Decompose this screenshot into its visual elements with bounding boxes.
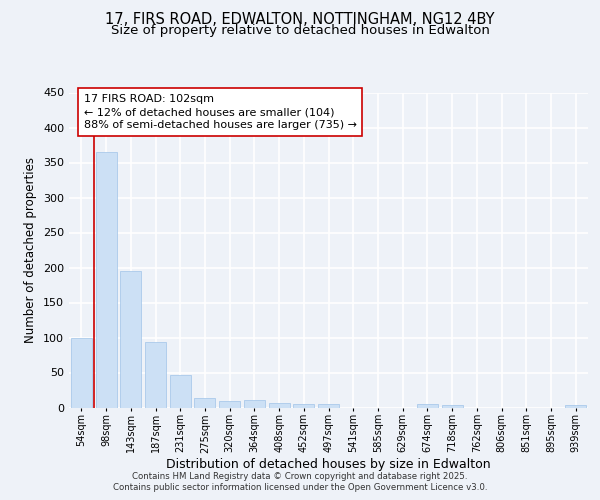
- Text: Contains HM Land Registry data © Crown copyright and database right 2025.: Contains HM Land Registry data © Crown c…: [132, 472, 468, 481]
- Bar: [442, 404, 463, 407]
- Bar: [71, 338, 92, 407]
- Y-axis label: Number of detached properties: Number of detached properties: [25, 157, 37, 343]
- Text: 17, FIRS ROAD, EDWALTON, NOTTINGHAM, NG12 4BY: 17, FIRS ROAD, EDWALTON, NOTTINGHAM, NG1…: [105, 12, 495, 28]
- Text: Size of property relative to detached houses in Edwalton: Size of property relative to detached ho…: [110, 24, 490, 37]
- Bar: [120, 271, 141, 407]
- Bar: [194, 398, 215, 407]
- Bar: [417, 404, 438, 407]
- Text: Contains public sector information licensed under the Open Government Licence v3: Contains public sector information licen…: [113, 484, 487, 492]
- Text: 17 FIRS ROAD: 102sqm
← 12% of detached houses are smaller (104)
88% of semi-deta: 17 FIRS ROAD: 102sqm ← 12% of detached h…: [84, 94, 357, 130]
- Bar: [318, 404, 339, 407]
- Bar: [244, 400, 265, 407]
- Bar: [95, 152, 116, 407]
- Bar: [565, 406, 586, 407]
- Bar: [293, 404, 314, 407]
- Bar: [269, 402, 290, 407]
- Bar: [145, 342, 166, 407]
- Bar: [170, 376, 191, 408]
- X-axis label: Distribution of detached houses by size in Edwalton: Distribution of detached houses by size …: [166, 458, 491, 471]
- Bar: [219, 400, 240, 407]
